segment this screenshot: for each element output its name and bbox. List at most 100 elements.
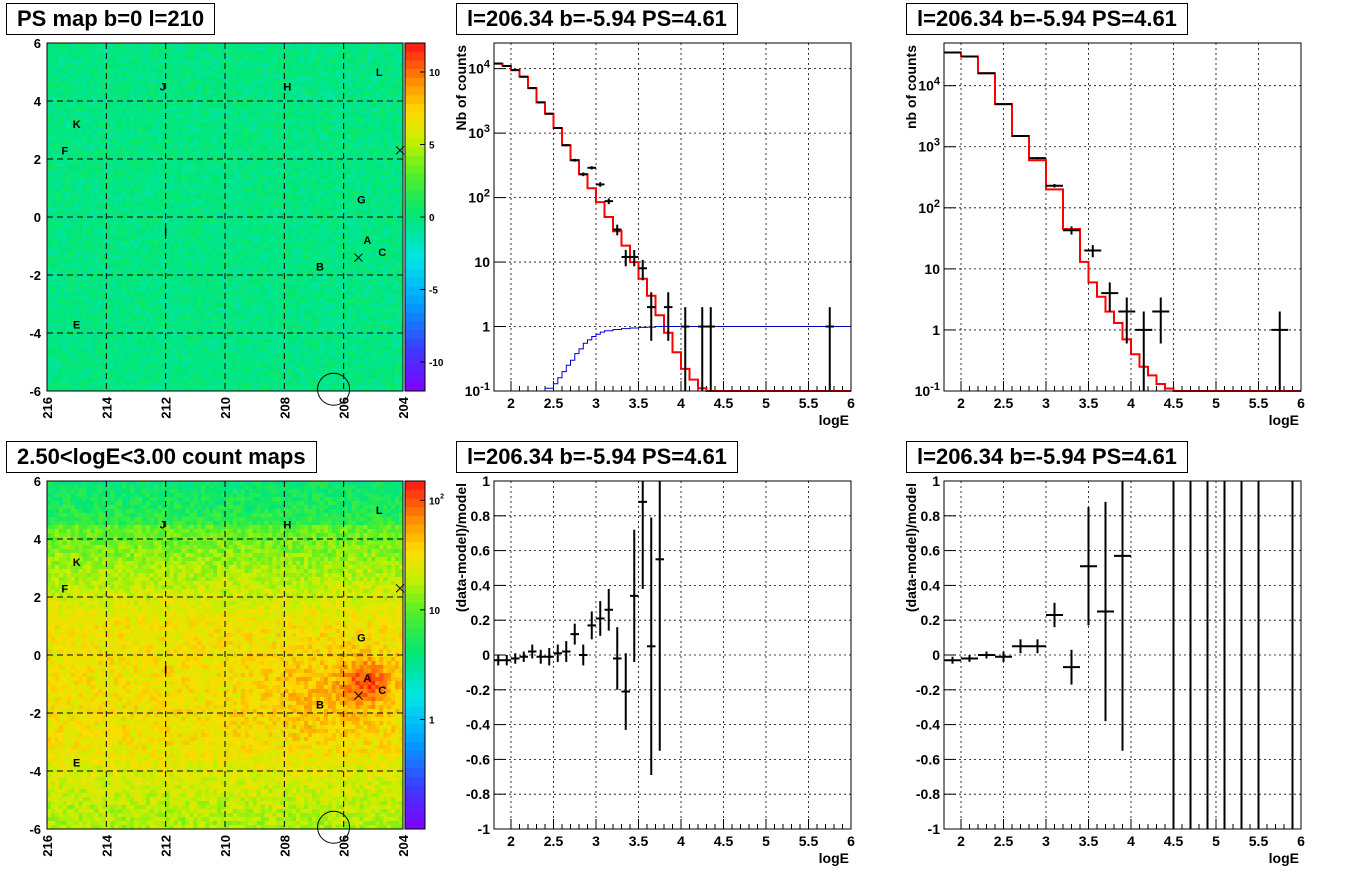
- x-tick-label: 4.5: [1164, 395, 1184, 411]
- y-tick-label: -1: [928, 821, 941, 837]
- x-tick-label: 208: [277, 835, 292, 857]
- colorbar-segment: [405, 646, 425, 656]
- colorbar-segment: [405, 69, 425, 79]
- colorbar-segment: [405, 199, 425, 209]
- y-tick-label: 0.6: [471, 543, 491, 559]
- colorbar-segment: [405, 321, 425, 331]
- colorbar-segment: [405, 602, 425, 612]
- x-tick-label: 6: [1297, 395, 1305, 411]
- colorbar-segment: [405, 251, 425, 261]
- colorbar-segment: [405, 663, 425, 673]
- colorbar-segment: [405, 190, 425, 201]
- colorbar-frame: [404, 480, 426, 830]
- colorbar-segment: [405, 43, 425, 53]
- x-tick-label: 2: [957, 833, 965, 849]
- y-tick-label: 6: [34, 474, 41, 489]
- x-tick-label: 4: [677, 833, 685, 849]
- x-tick-label: 5: [762, 395, 770, 411]
- x-tick-label: 4: [677, 395, 685, 411]
- colorbar-tick-label: 10: [429, 68, 441, 79]
- colorbar-segment: [405, 524, 425, 534]
- colorbar-segment: [405, 60, 425, 70]
- colorbar-segment: [405, 121, 425, 131]
- colorbar-segment: [405, 585, 425, 595]
- y-tick-label: 0.4: [471, 577, 491, 593]
- x-tick-label: 214: [99, 834, 114, 856]
- colorbar-tick-label: -5: [429, 286, 438, 297]
- colorbar-segment: [405, 382, 425, 392]
- x-tick-label: 2.5: [994, 833, 1014, 849]
- y-tick-label: 2: [34, 590, 41, 605]
- residual-title: l=206.34 b=-5.94 PS=4.61: [456, 441, 738, 473]
- y-tick-label: 4: [34, 94, 42, 109]
- y-tick-label: 104: [918, 76, 941, 94]
- colorbar-segment: [405, 628, 425, 639]
- colorbar-tick-label: 1: [429, 715, 435, 726]
- source-label-l: L: [376, 67, 383, 79]
- colorbar-segment: [405, 568, 425, 578]
- plot-frame: [493, 42, 852, 392]
- y-tick-label: -0.8: [916, 786, 940, 802]
- x-tick-label: 4.5: [1164, 833, 1184, 849]
- y-tick-label: -0.4: [466, 717, 490, 733]
- colorbar-segment: [405, 312, 425, 322]
- x-tick-label: 4: [1127, 833, 1135, 849]
- source-label-f: F: [61, 145, 68, 157]
- colorbar-segment: [405, 620, 425, 630]
- colorbar-segment: [405, 330, 425, 340]
- y-tick-label: 1: [482, 473, 490, 489]
- colorbar-segment: [405, 77, 425, 87]
- residual-rebinned-title: l=206.34 b=-5.94 PS=4.61: [906, 441, 1188, 473]
- y-tick-label: 0.6: [921, 543, 941, 559]
- colorbar-segment: [405, 637, 425, 647]
- colorbar-segment: [405, 86, 425, 96]
- colorbar-segment: [405, 112, 425, 122]
- colorbar-segment: [405, 130, 425, 140]
- x-tick-label: 3: [592, 833, 600, 849]
- x-axis-label: logE: [819, 850, 849, 866]
- y-tick-label: 1: [482, 319, 490, 335]
- count-map-frame: [46, 480, 404, 830]
- source-label-j: J: [160, 520, 166, 532]
- y-tick-label: -0.4: [916, 717, 940, 733]
- y-tick-label: 0.2: [921, 612, 941, 628]
- source-label-i: I: [164, 227, 167, 239]
- y-tick-label: 102: [918, 198, 940, 216]
- colorbar-segment: [405, 689, 425, 699]
- x-tick-label: 206: [337, 397, 352, 419]
- x-tick-label: 2.5: [544, 395, 564, 411]
- x-tick-label: 212: [159, 397, 174, 419]
- y-tick-label: 0: [34, 648, 41, 663]
- y-tick-label: 102: [468, 188, 490, 206]
- source-label-j: J: [160, 82, 166, 94]
- colorbar-segment: [405, 698, 425, 708]
- x-tick-label: 212: [159, 835, 174, 857]
- source-label-h: H: [283, 520, 291, 532]
- x-tick-label: 214: [99, 396, 114, 418]
- source-label-k: K: [73, 119, 81, 131]
- colorbar-segment: [405, 304, 425, 314]
- colorbar-segment: [405, 759, 425, 769]
- efficiency-histogram-line: [494, 326, 851, 392]
- y-axis-label: nb of counts: [903, 45, 919, 129]
- y-tick-label: 0.2: [471, 612, 491, 628]
- y-axis-label: (data-model)/model: [903, 483, 919, 612]
- colorbar-segment: [405, 576, 425, 586]
- x-axis-label: logE: [819, 412, 849, 428]
- x-tick-label: 4.5: [714, 395, 734, 411]
- plot-frame: [493, 480, 852, 830]
- ps-map-frame: [46, 42, 404, 392]
- x-tick-label: 4: [1127, 395, 1135, 411]
- x-tick-label: 204: [396, 834, 411, 856]
- colorbar-segment: [405, 356, 425, 366]
- x-tick-label: 2: [507, 833, 515, 849]
- colorbar-segment: [405, 681, 425, 691]
- x-axis-label: logE: [1269, 412, 1299, 428]
- colorbar-segment: [405, 103, 425, 114]
- source-label-b: B: [316, 699, 324, 711]
- x-tick-label: 6: [847, 833, 855, 849]
- y-tick-label: 10-1: [465, 381, 490, 399]
- spectrum-rebinned-title: l=206.34 b=-5.94 PS=4.61: [906, 3, 1188, 35]
- source-label-f: F: [61, 583, 68, 595]
- colorbar-segment: [405, 811, 425, 821]
